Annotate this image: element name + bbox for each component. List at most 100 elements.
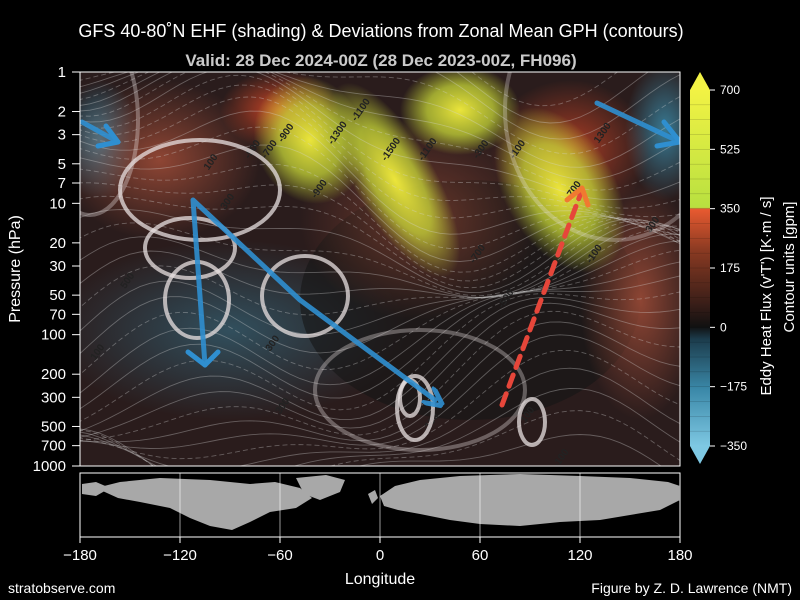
- map-strip: [79, 472, 681, 538]
- annotation-circles: [80, 72, 680, 452]
- alaska-landmass: [82, 482, 110, 496]
- y-tick-label: 700: [41, 438, 66, 455]
- colorbar-extend-top: [690, 72, 710, 90]
- y-tick-label: 100: [41, 327, 66, 344]
- gph-contour-line: [80, 72, 680, 180]
- gph-contour-line: [80, 84, 680, 218]
- colorbar-tick-label: 350: [720, 202, 740, 216]
- y-tick-label: 10: [49, 195, 66, 212]
- y-tick-label: 300: [41, 389, 66, 406]
- y-tick-label: 7: [58, 175, 66, 192]
- chart-title: GFS 40-80˚N EHF (shading) & Deviations f…: [78, 21, 683, 41]
- greenland-landmass: [296, 475, 345, 500]
- annotation-circle: [143, 216, 237, 280]
- gph-contour-line: [80, 296, 680, 432]
- y-tick-label: 5: [58, 156, 66, 173]
- colorbar-units-label: Contour units [gpm]: [781, 202, 798, 333]
- blue-arrow-head: [95, 123, 121, 149]
- gph-contour-line: [80, 72, 649, 124]
- gph-contour-line: [80, 410, 680, 466]
- gph-contour-line: [80, 349, 680, 460]
- gph-contour-line: [80, 182, 680, 282]
- gph-contour-line: [80, 249, 680, 375]
- chart-subtitle: Valid: 28 Dec 2024-00Z (28 Dec 2023-00Z,…: [185, 51, 576, 70]
- gph-contour-line: [80, 72, 680, 140]
- gph-contour-line: [80, 110, 680, 236]
- blue-arrow-head: [185, 349, 221, 368]
- gph-contour-line: [80, 310, 680, 441]
- footer-site: stratobserve.com: [8, 580, 115, 596]
- gph-contour-line: [80, 72, 680, 191]
- x-tick-label: 0: [376, 547, 384, 564]
- gph-contour-line: [80, 302, 680, 438]
- colorbar-ticks: 700 525 350 175 0 −175 −350: [690, 83, 747, 453]
- colorbar-extend-bottom: [690, 446, 710, 464]
- y-tick-label: 30: [49, 258, 66, 275]
- y-tick-label: 50: [49, 287, 66, 304]
- annotation-circle: [313, 328, 527, 452]
- shading-high-ehf-region: [494, 107, 626, 273]
- gph-contour-line: [80, 72, 680, 155]
- gph-contour-line: [80, 334, 680, 449]
- plot-area: -1300-1100-900-700-500 -1500 -1100-900-700…: [80, 72, 680, 466]
- gph-contour-line: [80, 321, 680, 443]
- annotation-circle: [80, 72, 140, 217]
- y-tick-label: 70: [49, 306, 66, 323]
- shading-high-ehf-region: [400, 72, 520, 155]
- colorbar-tick-label: −175: [720, 380, 747, 394]
- plot-frame: [79, 71, 681, 467]
- gph-contour-line: [80, 219, 680, 297]
- colorbar-label: Eddy Heat Flux (v'T') [K·m / s]: [758, 196, 775, 395]
- gph-contour-line: [80, 209, 680, 294]
- gph-contour-line: [80, 163, 680, 273]
- colorbar-tick-label: 175: [720, 261, 740, 275]
- annotation-circle: [118, 138, 282, 242]
- uk-landmass: [368, 490, 378, 504]
- x-tick-label: −180: [63, 547, 97, 564]
- gph-contour-line: [80, 228, 680, 316]
- colorbar-tick-label: 700: [720, 83, 740, 97]
- gph-contour-line: [80, 96, 680, 227]
- annotation-circle: [503, 72, 680, 242]
- gph-contour-line: [80, 428, 662, 466]
- y-tick-label: 2: [58, 104, 66, 121]
- x-tick-label: −60: [267, 547, 292, 564]
- x-axis: −180 −120 −60 0 60 120 180: [63, 537, 693, 564]
- annotation-arrows: [80, 100, 680, 408]
- map-gridlines: [179, 473, 581, 537]
- blue-arrow: [80, 119, 121, 145]
- gph-contour-line: [80, 275, 680, 410]
- gph-contour-line: [80, 195, 680, 289]
- annotation-circle: [260, 254, 350, 338]
- blue-arrow-head: [654, 119, 680, 149]
- gph-contour-line: [80, 367, 680, 466]
- blue-arrow: [190, 197, 435, 400]
- x-axis-label: Longitude: [345, 571, 415, 588]
- y-axis: 1 2 3 5 7 10 20 30 50 70 100 200 300 500 700 1000: [33, 64, 80, 475]
- x-tick-label: 60: [472, 547, 489, 564]
- footer-credit: Figure by Z. D. Lawrence (NMT): [591, 580, 792, 596]
- gph-contour-line: [80, 387, 680, 466]
- gph-contours: [80, 72, 680, 466]
- gph-contour-line: [80, 261, 680, 394]
- north-america-landmass: [96, 478, 312, 530]
- y-tick-label: 500: [41, 418, 66, 435]
- gph-contour-line: [80, 126, 680, 250]
- colorbar-tick-label: 0: [720, 320, 727, 334]
- x-tick-label: 180: [667, 547, 692, 564]
- red-dashed-arrow: [499, 187, 585, 408]
- x-tick-label: 120: [567, 547, 592, 564]
- eurasia-landmass: [380, 474, 680, 526]
- gph-contour-line: [80, 144, 680, 262]
- colorbar: 700 525 350 175 0 −175 −350 Eddy Heat Flux (v'…: [690, 72, 798, 464]
- gph-contour-line: [80, 221, 680, 298]
- gph-contour-line: [80, 224, 680, 299]
- gph-contour-line: [80, 72, 680, 168]
- colorbar-tick-label: −350: [720, 439, 747, 453]
- y-tick-label: 200: [41, 366, 66, 383]
- gph-contour-line: [80, 233, 680, 335]
- colorbar-body: [690, 90, 710, 446]
- shading-brown-region: [80, 80, 260, 240]
- gph-contour-line: [80, 291, 680, 422]
